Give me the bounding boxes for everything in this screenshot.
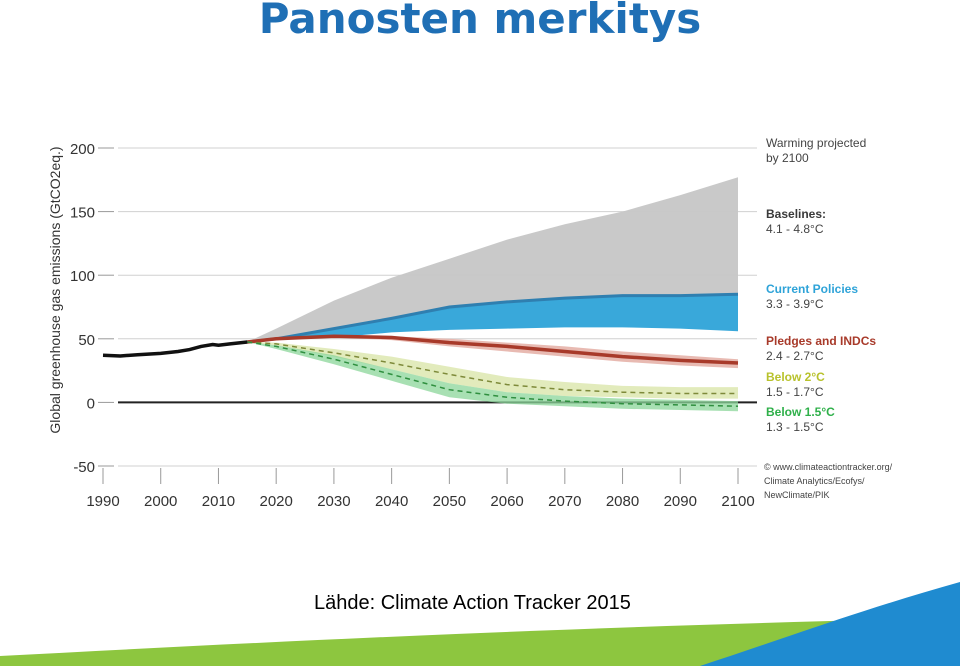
x-tick-label: 2070 xyxy=(548,493,581,510)
credit-line: © www.climateactiontracker.org/ xyxy=(764,462,893,472)
historical-line xyxy=(102,340,248,358)
scenario-bands xyxy=(247,177,739,412)
series-line-2 xyxy=(247,334,739,365)
series-line-4 xyxy=(247,341,739,407)
legend-heading: Warming projected xyxy=(766,136,866,150)
y-axis-label: Global greenhouse gas emissions (GtCO2eq… xyxy=(47,146,63,433)
legend-item-range: 2.4 - 2.7°C xyxy=(766,349,824,363)
credit-line: Climate Analytics/Ecofys/ xyxy=(764,476,865,486)
legend-heading: by 2100 xyxy=(766,151,809,165)
legend-item-name: Pledges and INDCs xyxy=(766,334,876,348)
band-0 xyxy=(247,177,739,342)
y-tick-label: 0 xyxy=(87,395,95,412)
band-4 xyxy=(247,342,739,412)
credit-line: NewClimate/PIK xyxy=(764,490,830,500)
x-tick-labels: 1990 2000 2010 2020 2030 2040 2050 2060 2070 2080… xyxy=(86,493,754,510)
swoosh-blue xyxy=(700,582,960,666)
y-tick-label: 50 xyxy=(78,332,95,349)
y-tick-label: 200 xyxy=(70,141,95,158)
x-tick-label: 2040 xyxy=(375,493,408,510)
x-tick-label: 2000 xyxy=(144,493,177,510)
legend-item-name: Below 1.5°C xyxy=(766,405,835,419)
x-tick-label: 2020 xyxy=(259,493,292,510)
legend-item-name: Current Policies xyxy=(766,282,858,296)
x-tick-label: 2060 xyxy=(490,493,523,510)
x-tick-label: 2080 xyxy=(606,493,639,510)
y-tick-label: -50 xyxy=(73,459,95,476)
x-tick-label: 2010 xyxy=(202,493,235,510)
scenario-lines xyxy=(102,292,739,407)
legend-item-name: Baselines: xyxy=(766,207,826,221)
legend-item-range: 1.3 - 1.5°C xyxy=(766,420,824,434)
source-text: Lähde: Climate Action Tracker 2015 xyxy=(314,592,631,614)
band-1 xyxy=(247,294,739,342)
y-tick-labels: 200 150 100 50 0 -50 xyxy=(70,141,95,476)
legend-item-range: 1.5 - 1.7°C xyxy=(766,385,824,399)
swoosh-green xyxy=(0,618,960,666)
x-tick-label: 2090 xyxy=(664,493,697,510)
current-policies-edge xyxy=(247,292,739,344)
x-tick-label: 1990 xyxy=(86,493,119,510)
slide-title: Panosten merkitys xyxy=(258,0,702,43)
y-tick-label: 100 xyxy=(70,268,95,285)
x-tick-label: 2100 xyxy=(721,493,754,510)
x-tick-label: 2050 xyxy=(433,493,466,510)
legend-item-name: Below 2°C xyxy=(766,370,825,384)
band-3 xyxy=(247,342,739,399)
series-line-3 xyxy=(247,341,738,395)
credits: © www.climateactiontracker.org/Climate A… xyxy=(764,462,893,500)
band-2 xyxy=(247,335,739,369)
x-tick-label: 2030 xyxy=(317,493,350,510)
legend-item-range: 3.3 - 3.9°C xyxy=(766,297,824,311)
y-tick-label: 150 xyxy=(70,205,95,222)
legend-item-range: 4.1 - 4.8°C xyxy=(766,222,824,236)
